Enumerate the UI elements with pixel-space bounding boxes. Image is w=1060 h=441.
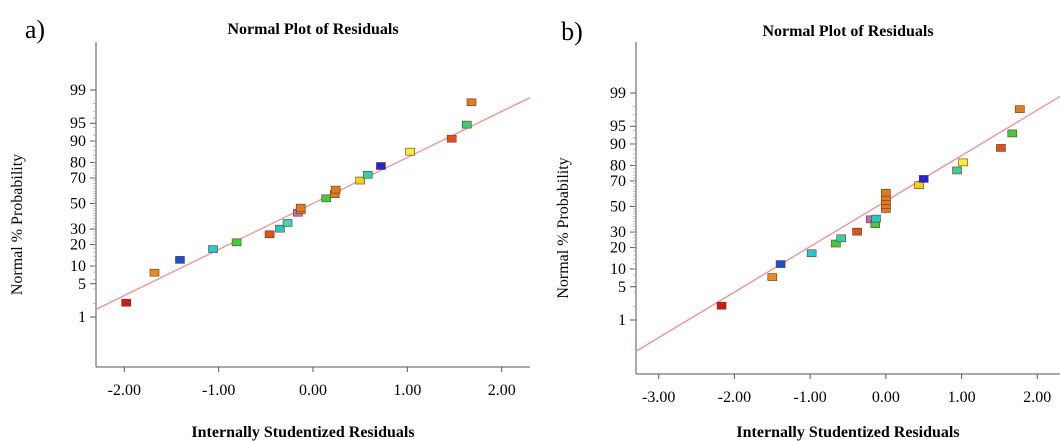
reference-line [636, 95, 1060, 352]
data-point [716, 301, 727, 310]
y-axis-title: Normal % Probability [9, 154, 26, 295]
y-tick-label: 70 [610, 173, 626, 190]
y-tick-label: 30 [610, 224, 626, 241]
reference-line [96, 97, 530, 310]
data-point [836, 234, 846, 243]
x-tick-label: -2.00 [718, 389, 751, 406]
data-point [355, 176, 365, 185]
data-point [461, 120, 472, 129]
data-point [295, 203, 306, 212]
data-point [466, 98, 477, 107]
data-point [175, 256, 185, 264]
y-tick-label: 10 [70, 258, 86, 275]
data-point [831, 239, 841, 248]
x-tick-label: 1.00 [393, 382, 421, 399]
data-point [321, 194, 332, 203]
y-tick-label: 5 [78, 276, 86, 293]
y-tick-label: 80 [610, 157, 626, 174]
data-point [952, 166, 962, 175]
chart-title: Normal Plot of Residuals [227, 21, 398, 38]
y-tick-label: 99 [610, 85, 626, 102]
data-point [1007, 129, 1018, 138]
data-point [208, 245, 218, 253]
x-axis-title: Internally Studentized Residuals [191, 424, 414, 441]
x-tick-label: -1.00 [202, 382, 235, 399]
data-point [1015, 105, 1025, 113]
data-point [362, 170, 373, 179]
data-point [852, 227, 862, 236]
y-tick-label: 5 [618, 279, 626, 296]
data-point [264, 230, 275, 239]
y-tick-label: 50 [70, 196, 86, 213]
data-point [996, 144, 1006, 152]
data-point [775, 260, 786, 268]
panel-label: b) [561, 17, 583, 46]
panel-label: a) [25, 15, 45, 44]
data-point [376, 162, 386, 170]
data-point [767, 273, 778, 281]
y-tick-label: 1 [618, 312, 626, 329]
data-point [121, 298, 131, 307]
y-tick-label: 10 [610, 261, 626, 278]
y-tick-label: 95 [70, 115, 86, 132]
data-point [282, 219, 293, 227]
y-tick-label: 1 [78, 309, 86, 326]
y-axis-title: Normal % Probability [555, 157, 572, 298]
data-point [330, 185, 341, 194]
y-tick-label: 90 [70, 133, 86, 150]
y-tick-label: 80 [70, 154, 86, 171]
y-tick-label: 20 [610, 240, 626, 257]
data-point [231, 238, 242, 247]
y-tick-label: 70 [70, 170, 86, 187]
panel-a: a) Normal Plot of Residuals -2.00 -1.00 0.00… [9, 15, 530, 441]
data-point [881, 188, 891, 197]
y-tick-label: 99 [70, 82, 86, 99]
x-tick-label: 0.00 [872, 389, 900, 406]
data-point [918, 175, 929, 183]
y-tick-label: 50 [610, 199, 626, 216]
x-axis-title: Internally Studentized Residuals [736, 424, 959, 441]
data-point [806, 249, 817, 258]
data-point [275, 224, 285, 233]
y-tick-label: 95 [610, 118, 626, 135]
data-point [958, 158, 968, 167]
chart-title: Normal Plot of Residuals [762, 23, 933, 40]
panel-b: b) Normal Plot of Residuals -3.00 -2.00 -1.0… [555, 17, 1060, 441]
x-tick-label: -1.00 [793, 389, 826, 406]
x-tick-label: 2.00 [1023, 389, 1051, 406]
x-tick-label: 0.00 [299, 382, 327, 399]
data-point [149, 268, 160, 277]
x-tick-label: 2.00 [488, 382, 516, 399]
x-tick-label: -3.00 [642, 389, 675, 406]
data-point [405, 147, 415, 156]
y-tick-label: 20 [70, 237, 86, 254]
data-point [871, 214, 881, 223]
data-point [446, 134, 457, 143]
y-tick-label: 90 [610, 136, 626, 153]
x-tick-label: -2.00 [108, 382, 141, 399]
x-tick-label: 1.00 [948, 389, 976, 406]
y-tick-label: 30 [70, 221, 86, 238]
